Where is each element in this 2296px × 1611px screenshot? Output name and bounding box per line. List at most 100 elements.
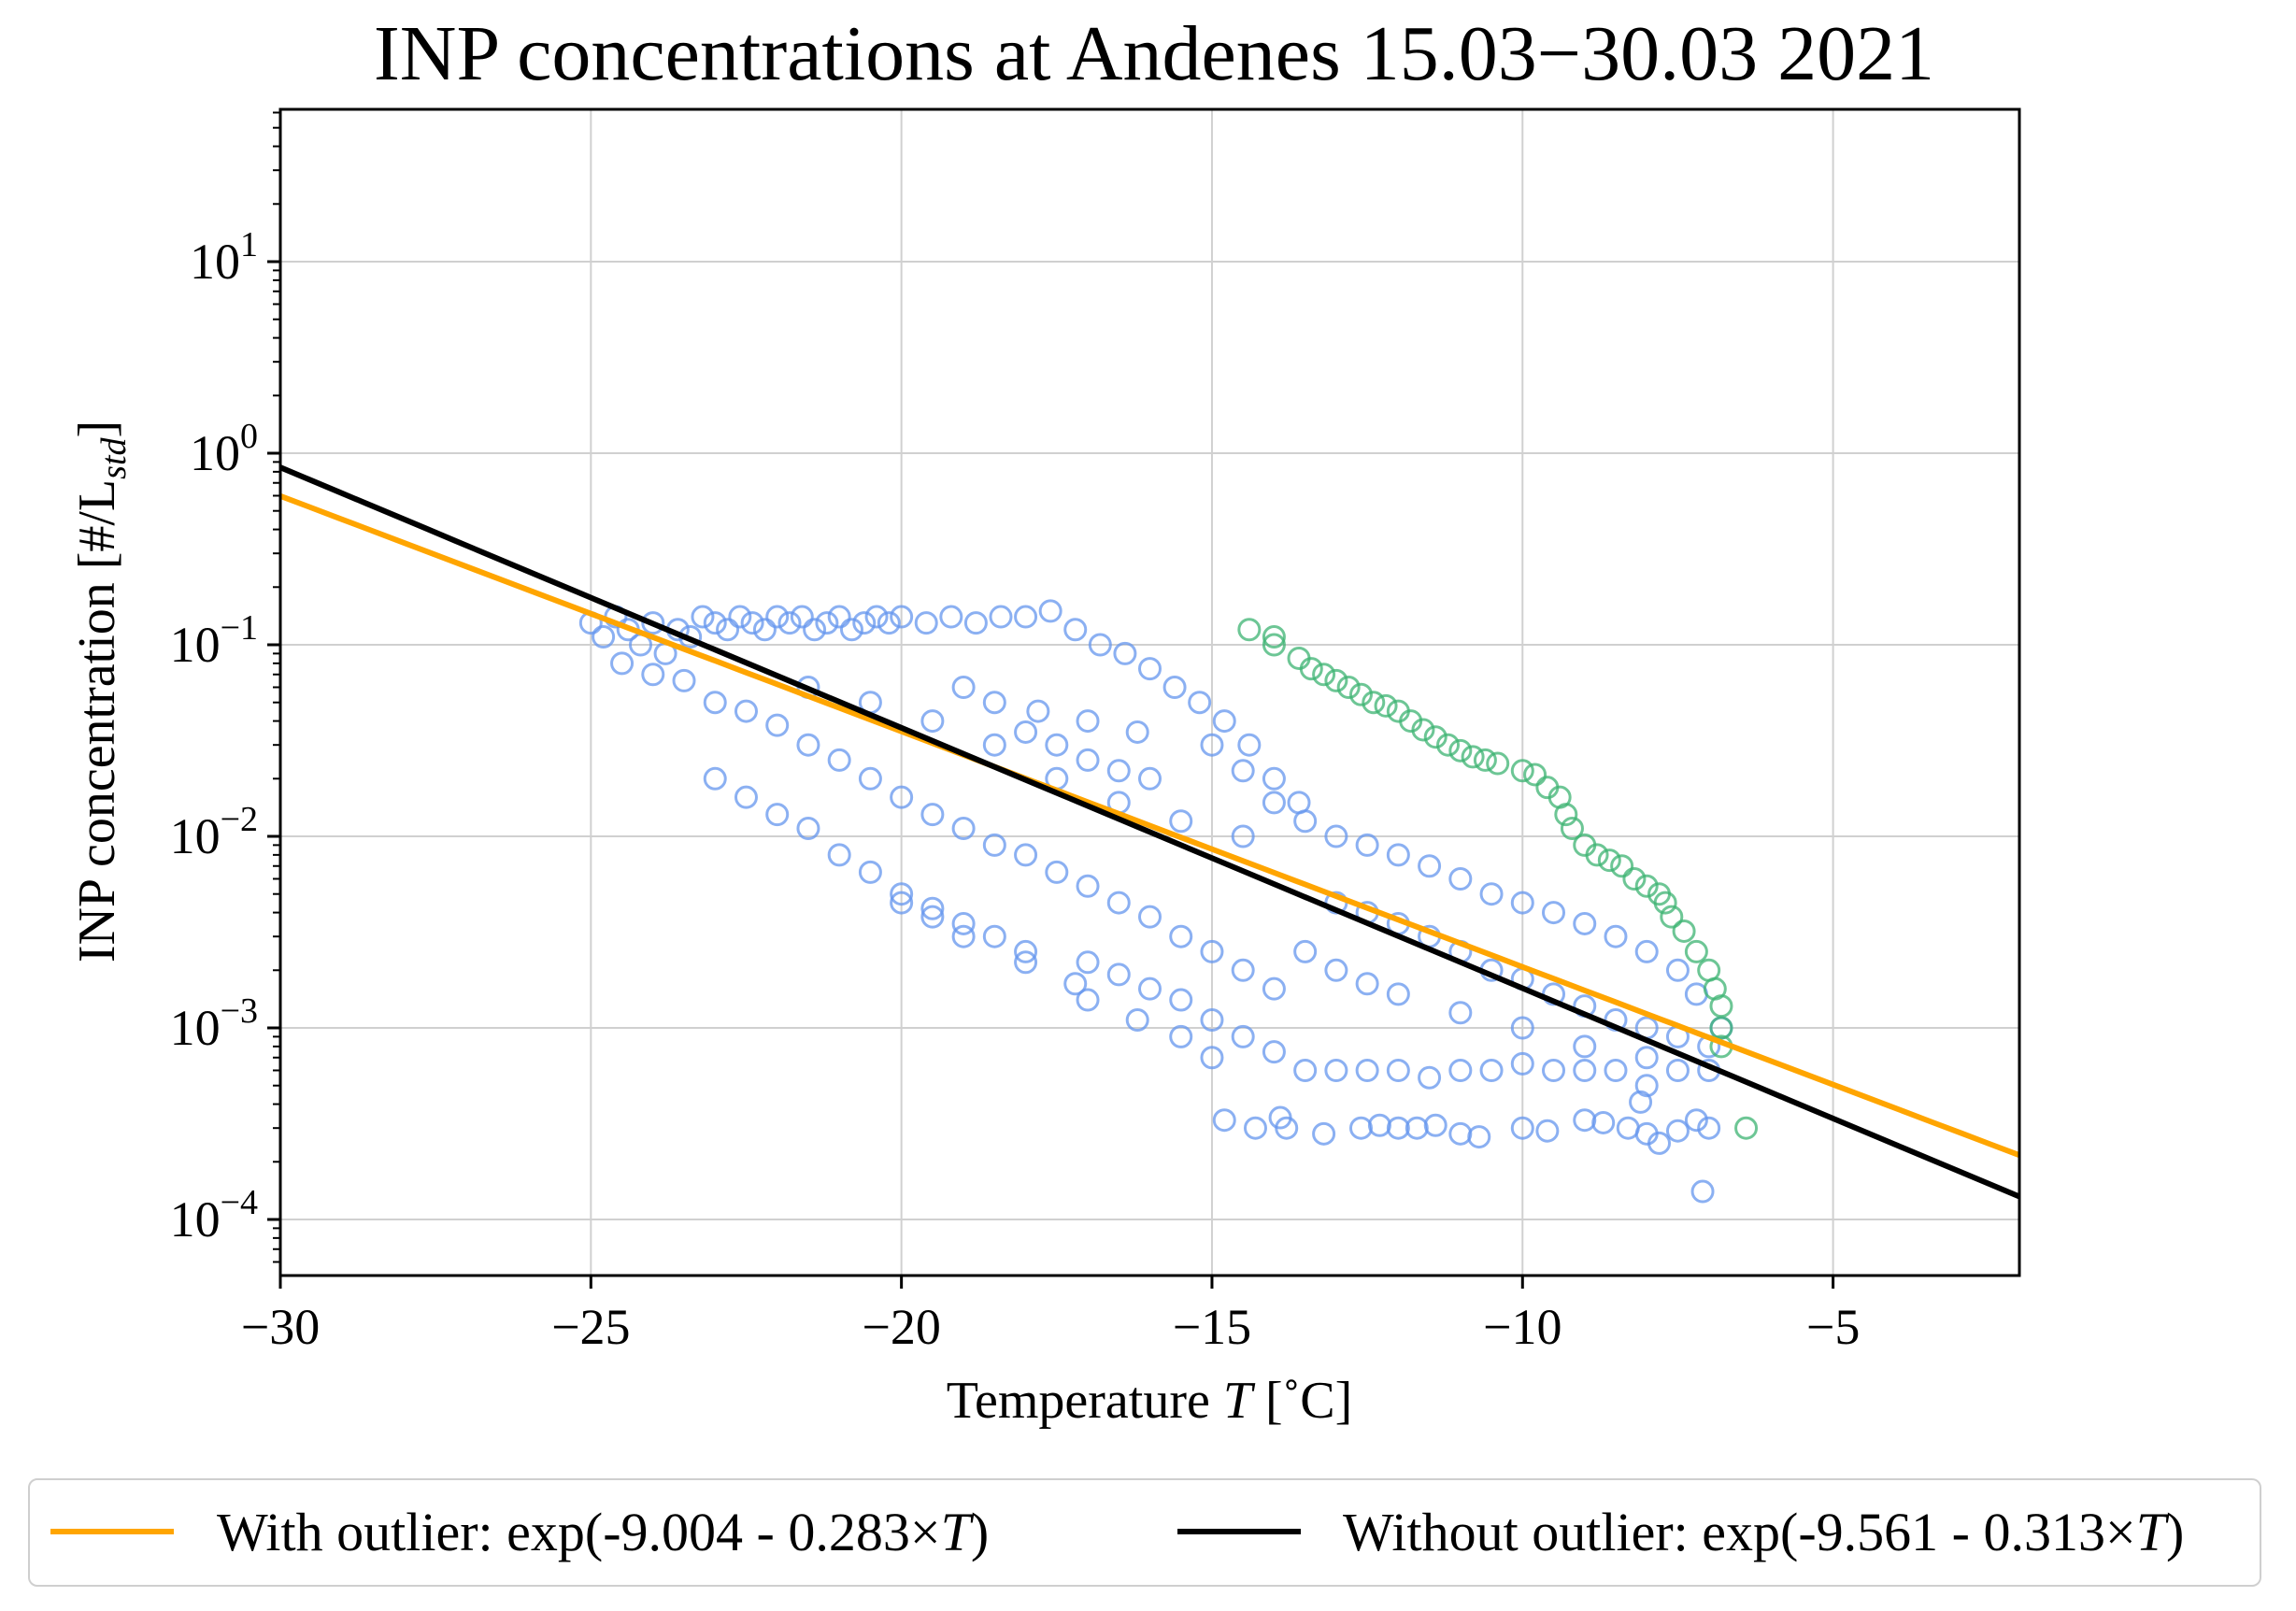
data-point xyxy=(1262,1040,1286,1064)
data-point xyxy=(1510,891,1534,915)
data-point xyxy=(1138,977,1162,1001)
outlier-point xyxy=(1653,891,1677,915)
data-point xyxy=(796,817,820,841)
data-point xyxy=(1510,1116,1534,1140)
data-point xyxy=(951,911,976,935)
data-point xyxy=(1535,1119,1560,1143)
y-axis-label: INP concentration [#/Lstd] xyxy=(68,421,134,962)
data-point xyxy=(1355,1058,1379,1082)
data-point xyxy=(1634,1046,1659,1070)
data-point xyxy=(1324,1058,1348,1082)
data-point xyxy=(989,605,1013,629)
legend: With outlier: exp(-9.004 - 0.283×T) With… xyxy=(28,1478,2261,1587)
data-point xyxy=(877,611,901,635)
data-points xyxy=(578,599,1759,1204)
data-point xyxy=(920,905,945,929)
data-point xyxy=(839,618,863,642)
data-point xyxy=(1045,733,1069,757)
data-point xyxy=(703,611,727,635)
data-point xyxy=(890,605,914,629)
data-point xyxy=(1665,958,1690,982)
data-point xyxy=(920,896,945,920)
data-point xyxy=(1510,1051,1534,1076)
x-axis-ticks: −30 −25 −20 −15 −10 −5 xyxy=(241,1276,1860,1355)
data-point xyxy=(920,803,945,827)
outlier-point xyxy=(1448,738,1473,763)
data-point xyxy=(1604,924,1628,948)
data-point xyxy=(1510,1016,1534,1040)
data-point xyxy=(1690,1179,1715,1204)
data-point xyxy=(1367,1113,1391,1137)
outlier-point xyxy=(1684,939,1708,963)
data-point xyxy=(864,605,889,629)
legend-swatch-without-outlier xyxy=(1177,1529,1301,1534)
outlier-point xyxy=(1374,693,1398,718)
data-point xyxy=(1467,1125,1491,1149)
data-point xyxy=(1293,809,1318,834)
data-point xyxy=(1169,809,1193,834)
outlier-point xyxy=(1486,751,1510,776)
data-point xyxy=(827,843,851,867)
data-point xyxy=(610,651,635,676)
data-point xyxy=(716,618,740,642)
outlier-point xyxy=(1672,919,1696,943)
outlier-point xyxy=(1560,817,1584,841)
data-point xyxy=(1448,1001,1473,1025)
outlier-point xyxy=(1610,854,1634,878)
data-point xyxy=(1386,1116,1410,1140)
data-point xyxy=(1573,1058,1597,1082)
data-point xyxy=(1418,1065,1442,1090)
legend-swatch-with-outlier xyxy=(50,1529,174,1534)
data-point xyxy=(1386,843,1410,867)
outlier-point xyxy=(1585,843,1609,867)
data-point xyxy=(852,611,877,635)
outlier-point xyxy=(1597,848,1621,873)
outlier-point xyxy=(1423,725,1447,749)
data-point xyxy=(703,691,727,715)
data-point xyxy=(1448,866,1473,891)
outlier-point xyxy=(1734,1116,1759,1140)
data-point xyxy=(963,611,988,635)
data-point xyxy=(790,605,814,629)
data-point xyxy=(1231,958,1255,982)
data-point xyxy=(1169,988,1193,1012)
data-point xyxy=(1479,882,1504,906)
data-point xyxy=(1138,766,1162,791)
data-point xyxy=(1125,720,1149,744)
data-point xyxy=(914,611,938,635)
data-point xyxy=(1293,939,1318,963)
data-point xyxy=(672,668,696,692)
data-point xyxy=(1262,977,1286,1001)
data-point xyxy=(1448,1121,1473,1146)
outlier-point xyxy=(1709,994,1733,1019)
data-point xyxy=(1629,1090,1653,1114)
data-point xyxy=(1604,1058,1628,1082)
data-point xyxy=(951,817,976,841)
data-point xyxy=(1324,824,1348,848)
outlier-point xyxy=(1312,663,1336,687)
y-tick-label: 10−2 xyxy=(170,800,258,864)
data-point xyxy=(1162,675,1187,699)
data-point xyxy=(1014,939,1038,963)
data-point xyxy=(982,833,1006,857)
fit-line-without-outlier xyxy=(278,464,2021,1200)
data-point xyxy=(1573,1034,1597,1059)
data-point xyxy=(1634,1074,1659,1098)
data-point xyxy=(1076,748,1100,772)
data-point xyxy=(1293,1058,1318,1082)
outlier-point xyxy=(1348,682,1373,706)
data-point xyxy=(1634,939,1659,963)
data-point xyxy=(827,605,851,629)
data-point xyxy=(1014,720,1038,744)
outlier-point xyxy=(1262,633,1286,657)
data-point xyxy=(1573,911,1597,935)
data-point xyxy=(827,748,851,772)
outlier-point xyxy=(1411,718,1435,742)
data-point xyxy=(641,611,665,635)
data-point xyxy=(1684,1108,1708,1133)
data-point xyxy=(1200,1046,1224,1070)
data-point xyxy=(1063,972,1088,996)
data-point xyxy=(1014,950,1038,975)
data-point xyxy=(982,691,1006,715)
outlier-point xyxy=(1336,675,1361,699)
